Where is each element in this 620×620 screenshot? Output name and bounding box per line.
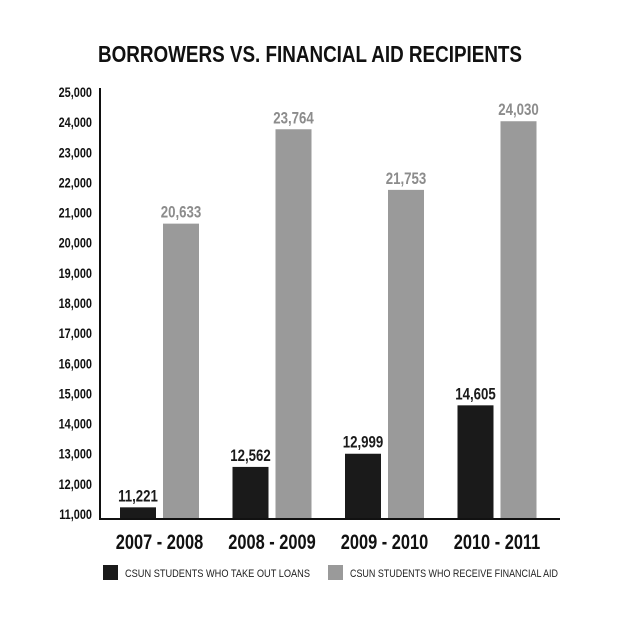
- legend-swatch-financial-aid: [328, 565, 343, 580]
- bar-loans: [120, 507, 156, 519]
- x-tick-label: 2009 - 2010: [341, 530, 428, 553]
- chart-title: BORROWERS VS. FINANCIAL AID RECIPIENTS: [98, 42, 522, 67]
- bar-loans: [457, 405, 494, 519]
- legend-swatch-loans: [103, 565, 118, 580]
- legend-label: CSUN STUDENTS WHO TAKE OUT LOANS: [125, 568, 310, 580]
- y-tick-label: 17,000: [59, 326, 92, 342]
- y-tick-label: 15,000: [59, 386, 92, 402]
- data-label: 12,999: [343, 433, 384, 452]
- y-tick-label: 23,000: [59, 145, 92, 161]
- bar-financial-aid: [275, 129, 312, 519]
- y-tick-label: 25,000: [59, 85, 92, 101]
- y-tick-label: 11,000: [59, 507, 92, 523]
- y-tick-label: 13,000: [59, 446, 92, 462]
- data-label: 23,764: [273, 109, 314, 128]
- x-tick-label: 2007 - 2008: [116, 530, 203, 553]
- y-axis: 11,000 12,000 13,000 14,000 15,000 16,000 17,0…: [59, 85, 101, 523]
- y-tick-label: 19,000: [59, 266, 92, 282]
- data-label: 14,605: [455, 385, 496, 404]
- data-label: 24,030: [498, 101, 539, 120]
- bar-financial-aid: [388, 189, 424, 520]
- bar-loans: [345, 453, 381, 519]
- bar-financial-aid: [163, 223, 199, 519]
- bar-loans: [232, 466, 269, 519]
- y-tick-label: 21,000: [59, 205, 92, 221]
- data-label: 20,633: [161, 203, 202, 222]
- y-tick-label: 22,000: [59, 175, 92, 191]
- x-tick-label: 2010 - 2011: [454, 530, 541, 553]
- x-axis: 2007 - 2008 2008 - 2009 2009 - 2010 2010 - …: [99, 518, 560, 553]
- y-tick-label: 24,000: [59, 115, 92, 131]
- data-label: 21,753: [386, 169, 427, 188]
- x-tick-label: 2008 - 2009: [228, 530, 315, 553]
- bar-financial-aid: [500, 121, 537, 519]
- bars: 11,221 20,633 12,562 23,764 12,999 21,753 14,6…: [118, 101, 539, 520]
- legend-label: CSUN STUDENTS WHO RECEIVE FINANCIAL AID: [350, 568, 558, 580]
- legend: CSUN STUDENTS WHO TAKE OUT LOANS CSUN STU…: [103, 565, 558, 580]
- data-label: 12,562: [230, 446, 271, 465]
- y-tick-label: 16,000: [59, 356, 92, 372]
- y-tick-label: 14,000: [59, 416, 92, 432]
- y-tick-label: 18,000: [59, 296, 92, 312]
- data-label: 11,221: [118, 487, 158, 506]
- y-tick-label: 20,000: [59, 235, 92, 251]
- y-tick-label: 12,000: [59, 477, 92, 493]
